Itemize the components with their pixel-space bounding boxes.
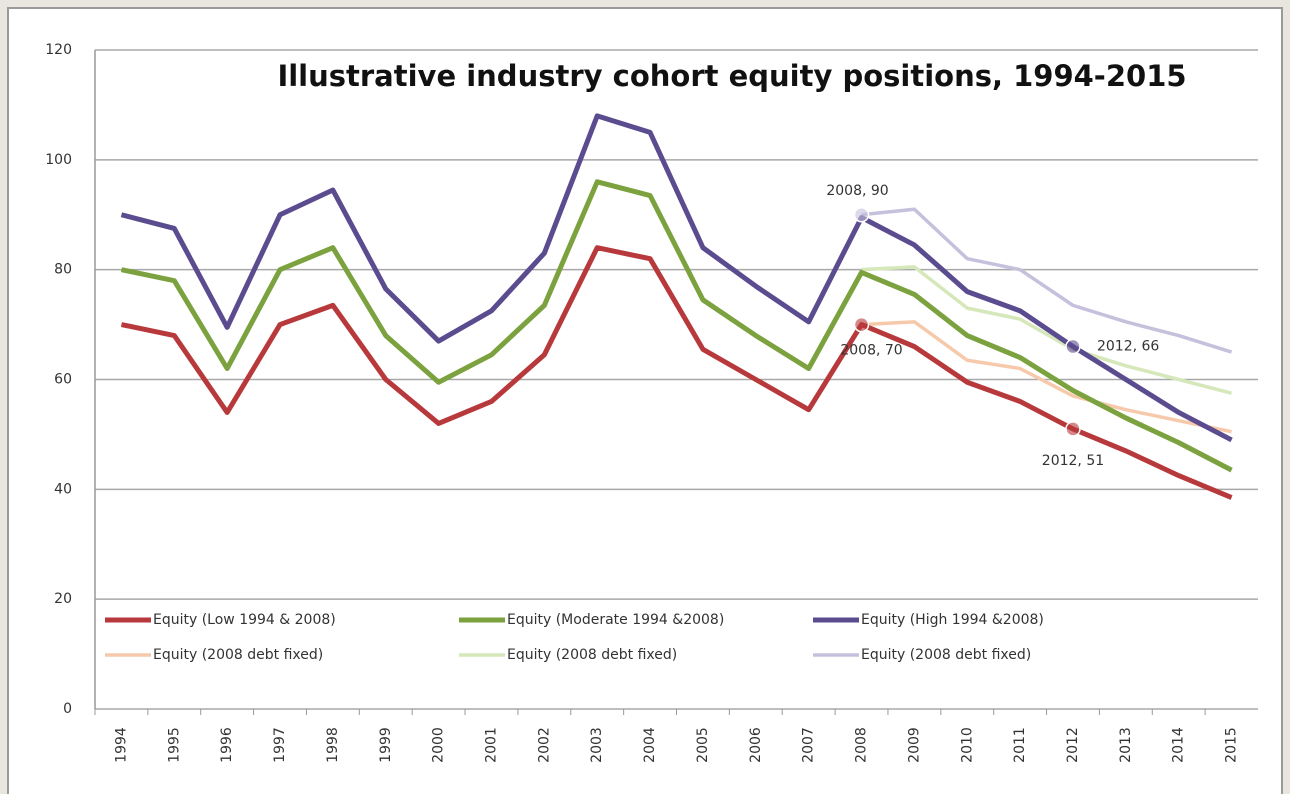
annotation: 2008, 70	[840, 343, 902, 359]
x-tick-label: 2014	[1171, 727, 1187, 763]
y-tick-label: 60	[54, 372, 72, 388]
x-tick-label: 2012	[1065, 727, 1081, 763]
y-tick-label: 120	[45, 42, 72, 58]
x-tick-label: 1995	[166, 727, 182, 763]
x-tick-label: 2011	[1012, 727, 1028, 763]
x-tick-label: 1997	[272, 727, 288, 763]
x-tick-label: 2000	[431, 727, 447, 763]
series-line	[861, 207, 1233, 354]
x-tick-label: 2010	[959, 727, 975, 763]
x-tick-label: 2013	[1118, 727, 1134, 763]
annotation-marker	[1065, 338, 1081, 355]
series-line	[120, 245, 1233, 500]
x-tick-label: 2004	[642, 727, 658, 763]
x-tick-label: 1998	[325, 727, 341, 763]
x-tick-label: 2005	[695, 727, 711, 763]
series-line	[861, 320, 1232, 434]
legend-label: Equity (Moderate 1994 &2008)	[507, 612, 724, 628]
y-tick-label: 40	[54, 481, 72, 497]
annotation-marker	[1065, 421, 1081, 437]
series-line	[120, 113, 1233, 443]
x-tick-label: 1996	[219, 727, 235, 763]
annotation: 2008, 90	[826, 183, 888, 199]
x-tick-label: 2006	[748, 727, 764, 763]
y-tick-label: 100	[45, 152, 72, 168]
x-tick-label: 2003	[589, 727, 605, 763]
annotation-marker	[853, 316, 870, 333]
x-tick-label: 2002	[536, 727, 552, 763]
x-tick-label: 2015	[1224, 727, 1240, 763]
y-tick-label: 20	[54, 591, 72, 607]
legend-label: Equity (2008 debt fixed)	[153, 647, 323, 663]
x-tick-label: 2001	[483, 727, 499, 763]
x-tick-label: 2007	[801, 727, 817, 763]
chart-title: Illustrative industry cohort equity posi…	[277, 59, 1186, 93]
annotation: 2012, 51	[1042, 453, 1104, 469]
x-tick-label: 1999	[378, 727, 394, 763]
legend-label: Equity (2008 debt fixed)	[861, 647, 1031, 663]
annotation: 2012, 66	[1097, 339, 1159, 355]
annotation-marker	[853, 207, 870, 223]
series-line	[120, 179, 1233, 473]
legend-label: Equity (2008 debt fixed)	[507, 647, 677, 663]
series-line	[861, 265, 1233, 395]
y-tick-label: 80	[54, 262, 72, 278]
legend-label: Equity (High 1994 &2008)	[861, 612, 1044, 628]
x-tick-label: 2009	[906, 727, 922, 763]
x-tick-label: 1994	[113, 727, 129, 763]
x-tick-label: 2008	[854, 727, 870, 763]
y-tick-label: 0	[63, 701, 72, 717]
legend-label: Equity (Low 1994 & 2008)	[153, 612, 336, 628]
